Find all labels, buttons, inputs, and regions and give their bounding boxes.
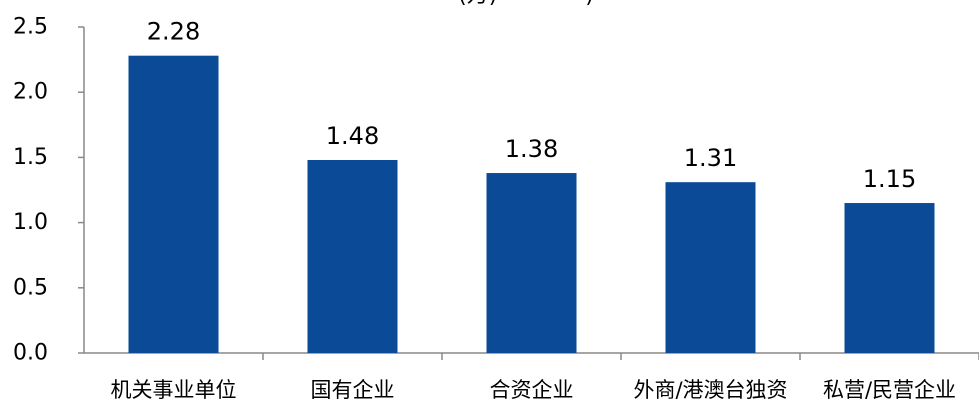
x-category-label: 机关事业单位: [111, 378, 237, 402]
bar: [844, 203, 935, 353]
y-tick-label: 1.5: [13, 145, 48, 170]
y-tick-label: 0.5: [13, 275, 48, 300]
data-label: 1.31: [684, 144, 737, 172]
chart-title: (万) ): [458, 0, 594, 8]
x-category-label: 私营/民营企业: [823, 378, 956, 402]
data-label: 1.15: [863, 165, 916, 193]
data-label: 2.28: [147, 18, 200, 46]
x-category-label: 外商/港澳台独资: [633, 378, 787, 402]
x-category-label: 合资企业: [490, 378, 574, 402]
data-labels: 2.28 1.48 1.38 1.31 1.15: [147, 18, 916, 193]
data-label: 1.38: [505, 135, 558, 163]
bars: [128, 55, 935, 354]
data-label: 1.48: [326, 122, 379, 150]
y-tick-label: 2.0: [13, 80, 48, 105]
x-axis-labels: 机关事业单位 国有企业 合资企业 外商/港澳台独资 私营/民营企业: [111, 378, 957, 402]
y-tick-label: 1.0: [13, 210, 48, 235]
bar: [307, 160, 398, 353]
bar: [128, 55, 219, 354]
bar: [486, 173, 577, 353]
bar: [665, 182, 756, 353]
y-axis-ticks: 0.0 0.5 1.0 1.5 2.0 2.5: [13, 15, 84, 366]
y-tick-label: 2.5: [13, 15, 48, 40]
x-category-label: 国有企业: [311, 378, 395, 402]
y-tick-label: 0.0: [13, 341, 48, 366]
